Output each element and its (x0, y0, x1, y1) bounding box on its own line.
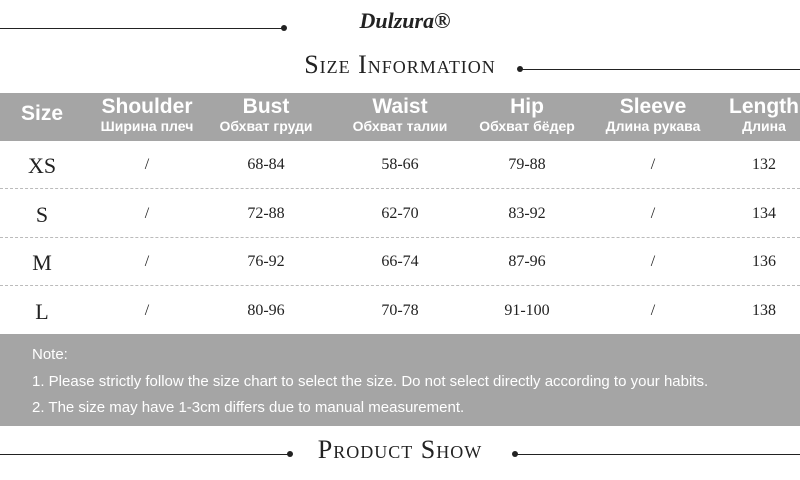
table-cell: / (144, 204, 150, 222)
notes: Note: 1. Please strictly follow the size… (0, 334, 800, 426)
table-cell: 66-74 (381, 253, 419, 270)
rule (515, 454, 800, 455)
table-cell: / (650, 253, 656, 270)
header-ru: Длина (742, 118, 786, 134)
header-ru: Ширина плеч (100, 118, 194, 134)
header-cell: Length Длина (699, 95, 800, 135)
table-cell: 79-88 (508, 156, 546, 173)
table-cell: / (144, 301, 150, 319)
table-cell: 58-66 (381, 156, 419, 173)
brand: Dulzura® (359, 8, 451, 33)
table-cell: / (144, 253, 150, 270)
section-title: Product Show (317, 435, 483, 464)
table-cell: 76-92 (247, 253, 285, 270)
table-cell: / (144, 156, 150, 173)
row-separator (0, 188, 800, 189)
note-heading: Note: (32, 346, 68, 363)
table-cell: 91-100 (504, 301, 550, 319)
table-cell: XS (27, 153, 57, 178)
table-cell: / (650, 204, 656, 222)
table-cell: 83-92 (508, 204, 546, 222)
table-cell: / (650, 301, 656, 319)
table-cell: 87-96 (508, 253, 546, 270)
row-separator (0, 236, 800, 238)
header-cell: Sleeve Длина рукава (588, 95, 718, 135)
table-cell: 68-84 (247, 156, 285, 173)
rule (520, 69, 800, 70)
header-en: Bust (242, 95, 290, 118)
table-cell: 138 (752, 301, 776, 319)
header-en: Waist (372, 95, 428, 118)
header-en: Size (20, 102, 64, 125)
rule (0, 28, 283, 29)
rule (0, 454, 290, 455)
note-line: 1. Please strictly follow the size chart… (32, 373, 709, 390)
table-cell: / (650, 156, 656, 173)
header-cell: Hip Обхват бёдер (462, 95, 592, 135)
header-en: Shoulder (101, 95, 193, 118)
header-en: Length (729, 95, 799, 118)
header-en: Hip (510, 95, 544, 118)
table-cell: 132 (752, 156, 776, 173)
header-en: Sleeve (619, 95, 687, 118)
header-ru: Обхват груди (219, 118, 313, 134)
table-cell: 62-70 (381, 204, 419, 222)
header-cell: Size (0, 103, 107, 125)
table-cell: 80-96 (247, 301, 285, 319)
table-header: Size Shoulder Ширина плеч Bust Обхват груди W… (0, 93, 800, 141)
rule-dot (281, 25, 287, 31)
header-ru: Длина рукава (605, 118, 701, 134)
table-cell: L (35, 298, 49, 324)
row-separator (0, 285, 800, 286)
table-cell: 70-78 (381, 301, 419, 319)
note-line: 2. The size may have 1-3cm differs due t… (32, 399, 465, 416)
header-ru: Обхват талии (352, 118, 448, 134)
header-cell: Shoulder Ширина плеч (82, 95, 212, 135)
table-cell: 72-88 (247, 204, 285, 222)
table-cell: S (35, 201, 49, 227)
table-cell: M (32, 250, 52, 275)
rule-dot (287, 451, 293, 457)
header-ru: Обхват бёдер (479, 118, 575, 134)
header-cell: Bust Обхват груди (201, 95, 331, 135)
table-cell: 134 (752, 204, 776, 222)
section-title: Size Information (304, 50, 496, 79)
table-cell: 136 (752, 253, 776, 270)
header-cell: Waist Обхват талии (335, 95, 465, 135)
